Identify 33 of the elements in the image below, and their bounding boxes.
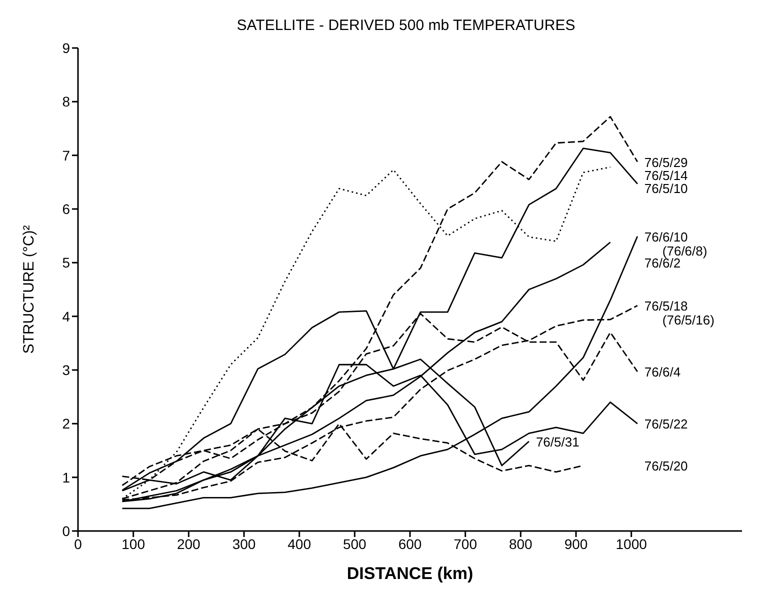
y-tick-label: 2: [62, 416, 70, 432]
series-label: 76/6/10 (76/6/8): [644, 229, 708, 258]
y-tick-label: 0: [62, 522, 70, 539]
y-axis-title: STRUCTURE (°C)²: [20, 225, 38, 354]
x-tick-label: 600: [398, 536, 422, 552]
series-label: 76/5/22: [644, 416, 688, 432]
x-tick-label: 800: [508, 536, 533, 552]
text: 76/5/20: [644, 458, 688, 474]
y-tick-label: 1: [62, 469, 70, 486]
y-tick-label: 4: [62, 308, 70, 324]
y-tick-label: 3: [62, 362, 70, 378]
y-tick-label: 5: [62, 254, 70, 271]
y-tick-label: 8: [62, 94, 70, 110]
x-tick-label: 500: [342, 536, 367, 552]
x-tick-label: 400: [288, 536, 312, 552]
x-tick-label: 300: [232, 536, 256, 552]
series-label: 76/6/4: [644, 364, 681, 380]
x-axis-title: DISTANCE (km): [346, 564, 474, 583]
x-tick-label: 100: [122, 536, 146, 552]
y-tick-label: 7: [62, 147, 70, 164]
series-label: 76/5/31: [536, 434, 580, 450]
text: 76/5/14: [644, 168, 688, 183]
y-tick-label: 6: [62, 200, 70, 217]
series-label: 76/5/18 (76/5/16): [644, 298, 714, 328]
x-tick-label: 1000: [616, 536, 648, 552]
x-tick-label: 900: [564, 536, 588, 552]
y-tick-label: 9: [62, 40, 70, 56]
series-label: 76/5/29: [644, 154, 688, 170]
x-tick-label: 0: [74, 536, 82, 552]
x-tick-label: 700: [454, 536, 478, 552]
chart-title: SATELLITE - DERIVED 500 mb TEMPERATURES: [236, 17, 576, 34]
series-label: 76/5/10: [644, 180, 688, 196]
x-tick-label: 200: [176, 536, 201, 552]
